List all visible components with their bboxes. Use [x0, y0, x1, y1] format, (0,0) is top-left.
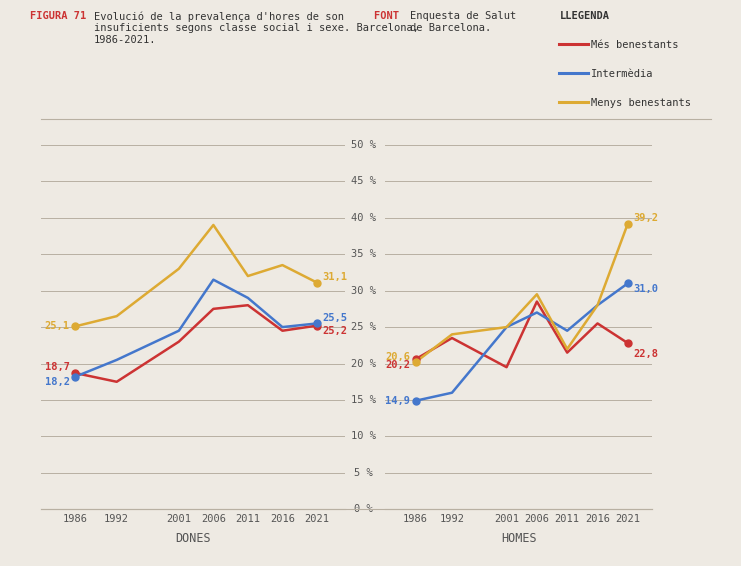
Text: 25,5: 25,5	[322, 313, 348, 323]
Text: 14,9: 14,9	[385, 396, 410, 406]
Text: 22,8: 22,8	[634, 349, 659, 359]
Text: 15 %: 15 %	[350, 395, 376, 405]
Text: 40 %: 40 %	[350, 213, 376, 222]
Text: FIGURA 71: FIGURA 71	[30, 11, 92, 22]
Text: DONES: DONES	[175, 532, 210, 545]
Text: Enquesta de Salut
de Barcelona.: Enquesta de Salut de Barcelona.	[410, 11, 516, 33]
Text: 25,1: 25,1	[44, 321, 70, 331]
Text: 10 %: 10 %	[350, 431, 376, 441]
Text: Evolució de la prevalença d'hores de son
insuficients segons classe social i sex: Evolució de la prevalença d'hores de son…	[94, 11, 419, 45]
Text: 35 %: 35 %	[350, 249, 376, 259]
Text: Intermèdia: Intermèdia	[591, 69, 654, 79]
Text: 0 %: 0 %	[353, 504, 373, 514]
Text: 50 %: 50 %	[350, 140, 376, 150]
Text: 20 %: 20 %	[350, 358, 376, 368]
Text: Menys benestants: Menys benestants	[591, 98, 691, 109]
Text: 39,2: 39,2	[634, 213, 659, 223]
Text: 30 %: 30 %	[350, 286, 376, 295]
Text: Més benestants: Més benestants	[591, 40, 679, 50]
Text: 31,0: 31,0	[634, 284, 659, 294]
Text: HOMES: HOMES	[501, 532, 536, 545]
Text: 18,2: 18,2	[44, 377, 70, 387]
Text: 45 %: 45 %	[350, 176, 376, 186]
Text: 25,2: 25,2	[322, 326, 348, 336]
Text: 25 %: 25 %	[350, 322, 376, 332]
Text: 20,6: 20,6	[385, 351, 410, 362]
Text: 20,2: 20,2	[385, 360, 410, 370]
Text: 5 %: 5 %	[353, 468, 373, 478]
Text: 31,1: 31,1	[322, 272, 348, 282]
Text: FONT: FONT	[374, 11, 405, 22]
Text: 18,7: 18,7	[44, 362, 70, 372]
Text: LLEGENDA: LLEGENDA	[559, 11, 609, 22]
